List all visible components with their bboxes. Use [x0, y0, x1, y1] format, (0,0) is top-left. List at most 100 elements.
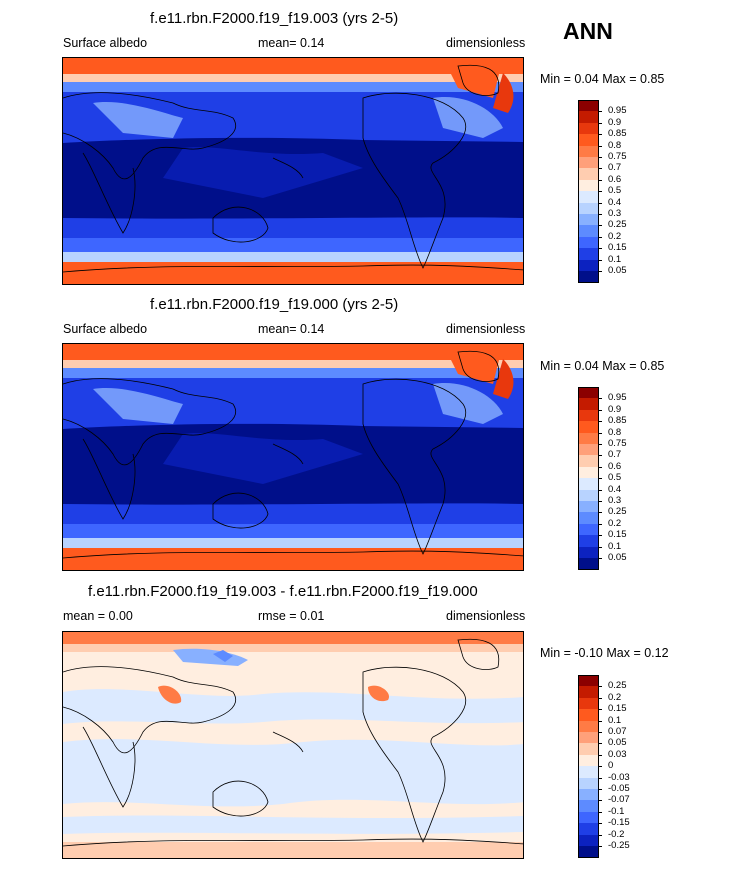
- colorbar-swatch: [578, 754, 599, 767]
- panel-1-mean-label: mean= 0.14: [258, 36, 325, 50]
- colorbar-swatch: [578, 800, 599, 813]
- panel-3-rmse-label: rmse = 0.01: [258, 609, 325, 623]
- colorbar-tick: [599, 535, 602, 537]
- colorbar-tick: [599, 432, 602, 434]
- colorbar-tick: [599, 777, 602, 779]
- panel-3-minmax: Min = -0.10 Max = 0.12: [540, 646, 669, 660]
- colorbar-level-label: 0.7: [608, 162, 622, 174]
- albedo-map-1: [63, 58, 523, 284]
- colorbar-swatch: [578, 732, 599, 744]
- colorbar-tick: [599, 111, 602, 113]
- colorbar-swatch: [578, 709, 599, 722]
- colorbar-level-label: 0.2: [608, 230, 622, 242]
- panel-2-map: [62, 343, 524, 571]
- colorbar-level-label: 0.4: [608, 483, 622, 495]
- colorbar-swatch: [578, 546, 599, 559]
- colorbar-swatch: [578, 157, 599, 169]
- colorbar-swatch: [578, 697, 599, 710]
- colorbar-swatch: [578, 398, 599, 411]
- colorbar-level-label: 0.5: [608, 472, 622, 484]
- colorbar-tick: [599, 523, 602, 525]
- colorbar-tick: [599, 743, 602, 745]
- colorbar-level-label: 0.95: [608, 105, 627, 117]
- colorbar-level-label: 0.85: [608, 415, 627, 427]
- colorbar-swatch: [578, 523, 599, 536]
- colorbar-level-label: 0.75: [608, 438, 627, 449]
- panel-2-mean-label: mean= 0.14: [258, 322, 325, 336]
- colorbar-swatch: [578, 777, 599, 790]
- colorbar-level-label: 0: [608, 760, 614, 772]
- colorbar-tick: [599, 732, 602, 733]
- colorbar-tick: [599, 248, 602, 250]
- colorbar-swatch: [578, 512, 599, 525]
- colorbar-tick: [599, 157, 602, 158]
- colorbar-tick: [599, 236, 602, 238]
- colorbar-level-label: 0.15: [608, 242, 627, 254]
- colorbar-level-label: 0.6: [608, 460, 622, 472]
- colorbar-tick: [599, 512, 602, 514]
- colorbar-swatch: [578, 225, 599, 238]
- colorbar-level-label: 0.7: [608, 449, 622, 461]
- colorbar-swatch: [578, 145, 599, 158]
- colorbar-swatch: [578, 478, 599, 491]
- colorbar-swatch: [578, 421, 599, 434]
- colorbar-tick: [599, 501, 602, 502]
- colorbar-swatch: [578, 466, 599, 479]
- colorbar-level-label: 0.25: [608, 680, 627, 692]
- colorbar-swatch: [578, 811, 599, 824]
- colorbar-swatch: [578, 789, 599, 801]
- panel-2-title: f.e11.rbn.F2000.f19_f19.000 (yrs 2-5): [150, 296, 399, 313]
- colorbar-level-label: 0.8: [608, 426, 622, 438]
- colorbar-swatch: [578, 823, 599, 836]
- colorbar-tick: [599, 179, 602, 181]
- panel-1-variable-label: Surface albedo: [63, 36, 148, 50]
- colorbar-tick: [599, 455, 602, 457]
- colorbar-swatch: [578, 558, 599, 570]
- panel-1-map: [62, 57, 524, 285]
- colorbar-tick: [599, 398, 602, 400]
- colorbar-swatch: [578, 489, 599, 502]
- colorbar-swatch: [578, 766, 599, 779]
- colorbar-level-label: 0.75: [608, 151, 627, 162]
- colorbar-swatch: [578, 122, 599, 135]
- colorbar-level-label: 0.2: [608, 517, 622, 529]
- colorbar-level-label: 0.05: [608, 552, 627, 563]
- colorbar-level-label: 0.6: [608, 173, 622, 185]
- colorbar-swatch: [578, 111, 599, 124]
- colorbar-tick: [599, 145, 602, 147]
- colorbar-swatch: [578, 387, 599, 399]
- colorbar-level-label: 0.9: [608, 116, 622, 128]
- colorbar-swatch: [578, 432, 599, 445]
- panel-1-minmax: Min = 0.04 Max = 0.85: [540, 72, 665, 86]
- colorbar-tick: [599, 466, 602, 468]
- colorbar-level-label: 0.3: [608, 495, 622, 506]
- colorbar-level-label: 0.1: [608, 253, 622, 265]
- difference-map: [63, 632, 523, 858]
- colorbar-tick: [599, 134, 602, 136]
- colorbar-level-label: 0.85: [608, 128, 627, 140]
- colorbar-swatch: [578, 686, 599, 699]
- colorbar-level-label: 0.4: [608, 196, 622, 208]
- colorbar-tick: [599, 823, 602, 825]
- colorbar-tick: [599, 214, 602, 215]
- panel-2-minmax: Min = 0.04 Max = 0.85: [540, 359, 665, 373]
- colorbar-level-label: 0.1: [608, 714, 622, 726]
- colorbar-tick: [599, 709, 602, 711]
- colorbar-tick: [599, 271, 602, 272]
- colorbar-tick: [599, 811, 602, 813]
- colorbar-level-label: -0.2: [608, 828, 625, 840]
- colorbar-tick: [599, 259, 602, 261]
- colorbar-level-label: 0.07: [608, 726, 627, 737]
- colorbar-level-label: 0.25: [608, 506, 627, 518]
- colorbar-swatch: [578, 743, 599, 756]
- panel-3-units-label: dimensionless: [446, 609, 526, 623]
- colorbar-tick: [599, 122, 602, 124]
- colorbar-level-label: -0.1: [608, 805, 625, 817]
- colorbar-swatch: [578, 501, 599, 513]
- colorbar-level-label: 0.2: [608, 691, 622, 703]
- colorbar-level-label: 0.15: [608, 703, 627, 715]
- colorbar-level-label: 0.5: [608, 185, 622, 197]
- colorbar-level-label: 0.03: [608, 748, 627, 760]
- colorbar-tick: [599, 191, 602, 193]
- colorbar-swatch: [578, 675, 599, 687]
